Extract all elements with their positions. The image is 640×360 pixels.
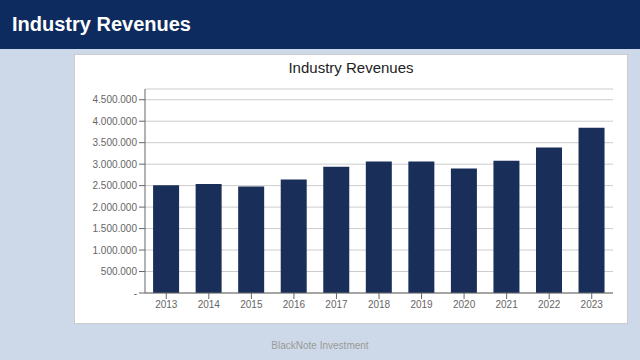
svg-text:2021: 2021 [496, 299, 519, 310]
html-text:Industry Revenues: Industry Revenues [12, 13, 191, 35]
svg-text:2015: 2015 [240, 299, 263, 310]
svg-text:2.000.000: 2.000.000 [93, 202, 138, 213]
svg-text:3.500.000: 3.500.000 [93, 137, 138, 148]
svg-text:1.000.000: 1.000.000 [93, 245, 138, 256]
svg-text:2014: 2014 [198, 299, 221, 310]
svg-text:2013: 2013 [155, 299, 178, 310]
svg-text:2017: 2017 [325, 299, 348, 310]
svg-text:-: - [134, 288, 137, 299]
svg-text:2.500.000: 2.500.000 [93, 180, 138, 191]
svg-text:3.000.000: 3.000.000 [93, 159, 138, 170]
html-text:BlackNote Investment: BlackNote Investment [271, 340, 369, 351]
svg-text:500.000: 500.000 [101, 266, 138, 277]
svg-text:2022: 2022 [538, 299, 561, 310]
svg-text:2018: 2018 [368, 299, 391, 310]
svg-text:4.500.000: 4.500.000 [93, 94, 138, 105]
html-text:Industry Revenues: Industry Revenues [288, 59, 414, 76]
svg-text:2023: 2023 [581, 299, 604, 310]
svg-text:1.500.000: 1.500.000 [93, 223, 138, 234]
svg-text:2020: 2020 [453, 299, 476, 310]
svg-text:4.000.000: 4.000.000 [93, 116, 138, 127]
svg-text:2019: 2019 [410, 299, 433, 310]
svg-text:2016: 2016 [283, 299, 306, 310]
